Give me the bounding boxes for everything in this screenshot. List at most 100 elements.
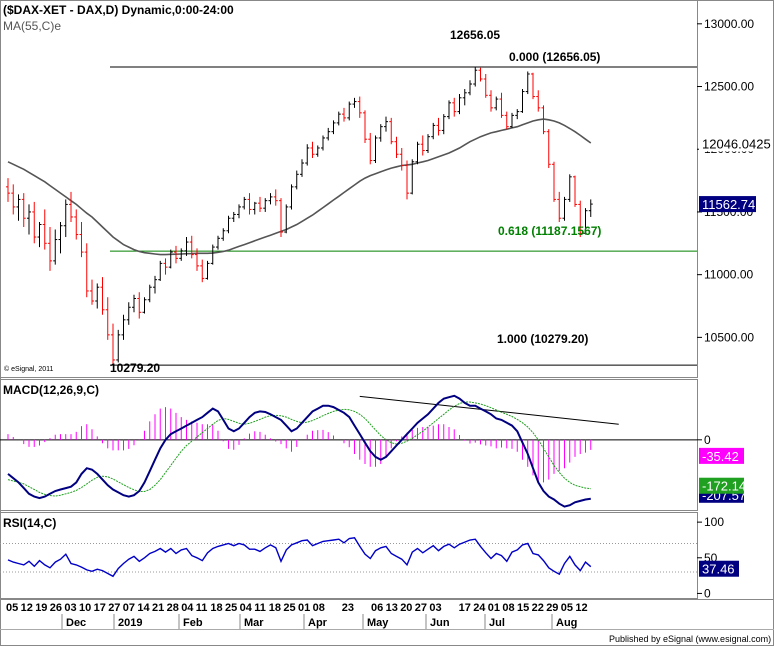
ohlc-bar [426,134,430,153]
date-tick-label: 07 [123,602,135,614]
ohlc-bar [415,141,420,165]
ma-value-box-bg [699,135,773,152]
ohlc-bar [121,314,126,340]
date-tick-label: 05 [6,602,18,614]
ohlc-bar [510,112,514,128]
macd-line [7,394,591,508]
ohlc-bar [363,110,367,143]
month-label: Jul [489,617,505,629]
month-label: Aug [556,617,577,629]
ohlc-bar [447,100,451,120]
ohlc-bar [21,193,26,227]
ohlc-bar [27,204,31,235]
date-tick-label: 13 [386,602,398,614]
ohlc-bar [105,297,110,340]
rsi-panel-frame [0,512,698,599]
ohlc-bar [389,117,394,145]
ohlc-bar [552,161,556,202]
hist-value-box: -35.42 [699,447,744,464]
low-value-label: 10279.20 [110,361,160,375]
macd-label: MACD(12,26,9,C) [3,383,99,397]
ohlc-bar [263,198,268,212]
ohlc-bar [531,72,535,100]
ohlc-bar [179,248,184,261]
hist-value-box-text: -35.42 [702,449,739,464]
ohlc-bar [515,109,520,120]
rsi-value-box-bg [699,560,739,577]
last-price-box-text: 11562.74 [702,197,755,212]
rsi-label: RSI(14,C) [3,516,56,530]
ohlc-bar [58,221,63,254]
copyright-text: © eSignal, 2011 [4,365,54,373]
ohlc-bar [478,67,483,82]
ohlc-bar [273,189,278,206]
date-tick-label: 23 [342,602,354,614]
ohlc-bar [37,221,42,248]
fib-618-label: 0.618 (11187.1567) [498,224,601,238]
ohlc-bar [79,221,84,258]
date-tick-label: 01 [298,602,310,614]
ohlc-bar [578,200,583,238]
date-tick-label: 11 [196,602,208,614]
ohlc-bar [326,127,331,141]
ohlc-bar [268,193,273,205]
ohlc-bar [399,147,404,171]
ohlc-bar [111,323,115,366]
ohlc-bar [420,135,425,156]
ohlc-bar [368,132,373,165]
ohlc-bar [499,92,504,118]
ohlc-bar [342,107,346,122]
ohlc-bar [142,297,147,314]
ohlc-bar [405,160,409,200]
ohlc-bar [410,159,415,195]
price-panel-frame [0,0,698,378]
ohlc-bar [231,211,236,222]
macd-panel-frame [0,379,698,511]
ohlc-bar [541,105,546,135]
ohlc-bar [494,96,499,111]
price-tick-label: 11000.00 [704,268,753,282]
month-label: Mar [244,617,264,629]
ohlc-bar [63,199,68,238]
ohlc-bar [394,136,399,159]
ma-value-box-text: 12046.0425 [702,136,771,151]
ohlc-bar [489,90,493,112]
ohlc-bar [468,80,472,96]
date-tick-label: 21 [152,602,164,614]
date-tick-label: 04 [240,602,253,614]
ohlc-bar [462,89,467,106]
month-label: Jun [430,617,450,629]
date-tick-label: 17 [459,602,471,614]
ohlc-bar [588,199,593,217]
ohlc-bar [74,209,79,240]
date-tick-label: 18 [210,602,222,614]
price-tick-label: 10500.00 [704,330,754,344]
ohlc-bar [90,279,94,305]
month-label: Feb [183,617,203,629]
ohlc-bar [147,284,152,303]
ohlc-bar [126,302,131,325]
ohlc-bar [237,204,241,219]
date-tick-label: 24 [473,602,486,614]
ohlc-bar [373,135,378,164]
ohlc-bar [84,243,89,298]
date-tick-label: 25 [283,602,295,614]
ohlc-bar [331,120,336,135]
date-tick-label: 06 [371,602,383,614]
date-tick-label: 12 [575,602,587,614]
macd-panel [0,394,697,508]
ohlc-bar [242,196,247,210]
date-tick-label: 11 [254,602,266,614]
ohlc-bar [504,111,509,130]
rsi-value-box-text: 37.46 [702,562,735,577]
date-tick-label: 27 [415,602,427,614]
ohlc-bar [452,97,457,117]
ohlc-bar [116,329,121,363]
ohlc-bar [321,135,325,151]
date-tick-label: 28 [167,602,179,614]
signal-value-box: -172.14 [699,477,746,494]
ohlc-bar [336,111,341,126]
